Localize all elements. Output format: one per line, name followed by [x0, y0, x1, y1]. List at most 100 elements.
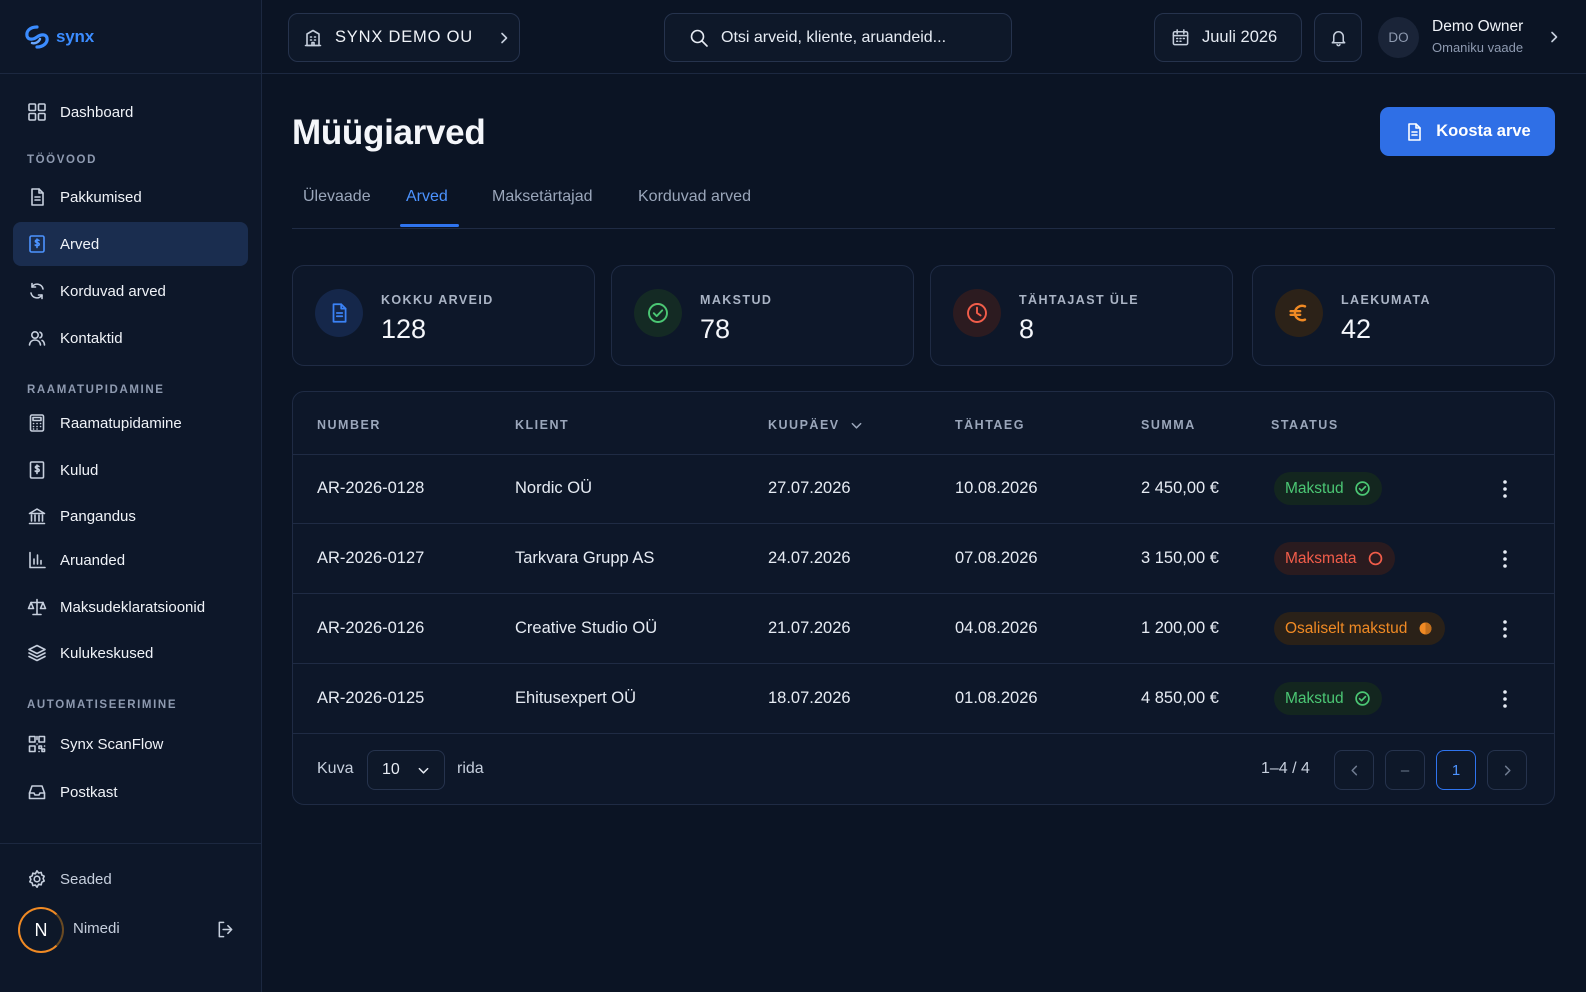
qr-code-icon	[28, 735, 46, 753]
rows-label: rida	[457, 760, 484, 777]
table-row[interactable]: AR-2026-0127 Tarkvara Grupp AS 24.07.202…	[293, 524, 1554, 594]
sidebar-item-synx-scanflow[interactable]: Synx ScanFlow	[13, 722, 248, 766]
sidebar-item-kulukeskused[interactable]: Kulukeskused	[13, 631, 248, 675]
search-icon	[690, 29, 708, 47]
stat-label: LAEKUMATA	[1341, 293, 1431, 307]
sidebar-item-label: Postkast	[60, 783, 118, 801]
status-badge: Makstud	[1274, 682, 1382, 715]
sidebar-item-kontaktid[interactable]: Kontaktid	[13, 316, 248, 360]
tab-korduvad-arved[interactable]: Korduvad arved	[638, 188, 751, 205]
top-bar: SYNX DEMO OU Juuli 2026 DO Demo Owner Om…	[262, 0, 1586, 74]
sidebar: synx Dashboard TÖÖVOOD Pakkumised Arved …	[0, 0, 262, 992]
stat-label: TÄHTAJAST ÜLE	[1019, 293, 1140, 307]
clock-icon	[953, 289, 1001, 337]
document-icon	[1408, 122, 1422, 141]
company-name: SYNX DEMO OU	[335, 28, 473, 46]
sidebar-item-arved[interactable]: Arved	[13, 222, 248, 266]
search-box[interactable]	[664, 13, 1012, 62]
stat-value: 8	[1019, 314, 1035, 344]
sidebar-user-name: Nimedi	[73, 920, 120, 937]
sidebar-item-pangandus[interactable]: Pangandus	[13, 494, 248, 538]
euro-icon	[1275, 289, 1323, 337]
user-name: Demo Owner	[1432, 18, 1524, 35]
tab-maksetartajad[interactable]: Maksetärtajad	[492, 188, 593, 205]
column-header-due[interactable]: TÄHTAEG	[955, 418, 1025, 432]
invoice-date: 21.07.2026	[768, 619, 851, 637]
column-header-number[interactable]: NUMBER	[317, 418, 381, 432]
invoice-client: Creative Studio OÜ	[515, 619, 658, 637]
sidebar-item-label: Korduvad arved	[60, 282, 166, 300]
period-picker[interactable]: Juuli 2026	[1154, 13, 1302, 62]
notifications-button[interactable]	[1314, 13, 1362, 62]
invoice-amount: 4 850,00 €	[1141, 689, 1219, 707]
calculator-icon	[29, 414, 45, 432]
previous-page-button[interactable]	[1334, 750, 1374, 790]
column-header-status[interactable]: STAATUS	[1271, 418, 1339, 432]
column-header-date[interactable]: KUUPÄEV	[768, 418, 863, 432]
brand-logo[interactable]: synx	[0, 0, 261, 74]
page-title: Müügiarved	[292, 113, 486, 152]
tab-arved[interactable]: Arved	[406, 188, 448, 205]
pagination-ellipsis: –	[1385, 750, 1425, 790]
column-header-client[interactable]: KLIENT	[515, 418, 570, 432]
table-row[interactable]: AR-2026-0128 Nordic OÜ 27.07.2026 10.08.…	[293, 454, 1554, 524]
users-icon	[28, 330, 46, 346]
invoice-due: 07.08.2026	[955, 549, 1038, 567]
layers-icon	[28, 644, 46, 662]
page-1-button[interactable]: 1	[1436, 750, 1476, 790]
row-actions-button[interactable]	[1493, 476, 1517, 502]
more-vertical-icon	[1503, 550, 1507, 568]
next-page-button[interactable]	[1487, 750, 1527, 790]
sidebar-item-postkast[interactable]: Postkast	[13, 770, 248, 814]
grid-icon	[28, 103, 46, 121]
invoice-client: Ehitusexpert OÜ	[515, 689, 637, 707]
sidebar-item-korduvad-arved[interactable]: Korduvad arved	[13, 269, 248, 313]
chevron-down-icon	[418, 767, 429, 774]
user-menu-button[interactable]	[1547, 30, 1561, 44]
logout-button[interactable]	[216, 920, 235, 939]
row-actions-button[interactable]	[1493, 616, 1517, 642]
bar-chart-icon	[29, 551, 46, 569]
stat-value: 78	[700, 314, 731, 344]
avatar[interactable]: N	[18, 907, 64, 953]
sidebar-item-maksudeklaratsioonid[interactable]: Maksudeklaratsioonid	[13, 585, 248, 629]
search-input[interactable]	[721, 28, 991, 47]
sidebar-item-label: Raamatupidamine	[60, 414, 182, 432]
invoice-date: 27.07.2026	[768, 479, 851, 497]
chevron-down-icon	[851, 422, 862, 429]
sidebar-item-label: Aruanded	[60, 551, 126, 569]
invoice-client: Nordic OÜ	[515, 479, 593, 497]
invoice-number[interactable]: AR-2026-0128	[317, 479, 425, 497]
pagination-range: 1–4 / 4	[1261, 760, 1310, 777]
table-row[interactable]: AR-2026-0126 Creative Studio OÜ 21.07.20…	[293, 594, 1554, 664]
invoice-due: 04.08.2026	[955, 619, 1038, 637]
sidebar-item-dashboard[interactable]: Dashboard	[13, 90, 248, 134]
rows-per-page-select[interactable]: 10	[367, 750, 445, 790]
sidebar-item-label: Maksudeklaratsioonid	[60, 598, 206, 616]
company-switcher[interactable]: SYNX DEMO OU	[288, 13, 520, 62]
invoice-number[interactable]: AR-2026-0127	[317, 549, 425, 567]
check-circle-icon	[1354, 481, 1370, 496]
invoice-number[interactable]: AR-2026-0125	[317, 689, 425, 707]
rows-per-page-value: 10	[382, 761, 400, 778]
sidebar-item-aruanded[interactable]: Aruanded	[13, 538, 248, 582]
sidebar-item-raamatupidamine[interactable]: Raamatupidamine	[13, 401, 248, 445]
invoice-number[interactable]: AR-2026-0126	[317, 619, 425, 637]
sidebar-section-heading: AUTOMATISEERIMINE	[27, 699, 178, 711]
row-actions-button[interactable]	[1493, 546, 1517, 572]
user-avatar[interactable]: DO	[1378, 17, 1419, 58]
receipt-icon	[29, 461, 45, 479]
sidebar-item-seaded[interactable]: Seaded	[13, 857, 248, 901]
column-header-amount[interactable]: SUMMA	[1141, 418, 1196, 432]
create-invoice-button[interactable]: Koosta arve	[1380, 107, 1555, 156]
table-row[interactable]: AR-2026-0125 Ehitusexpert OÜ 18.07.2026 …	[293, 664, 1554, 734]
tab-ulevaade[interactable]: Ülevaade	[303, 188, 371, 205]
status-label: Makstud	[1285, 479, 1344, 497]
sidebar-section-heading: TÖÖVOOD	[27, 154, 97, 166]
row-actions-button[interactable]	[1493, 686, 1517, 712]
sidebar-item-kulud[interactable]: Kulud	[13, 448, 248, 492]
invoice-due: 10.08.2026	[955, 479, 1038, 497]
more-vertical-icon	[1503, 480, 1507, 498]
sidebar-item-label: Arved	[60, 235, 100, 253]
sidebar-item-pakkumised[interactable]: Pakkumised	[13, 175, 248, 219]
